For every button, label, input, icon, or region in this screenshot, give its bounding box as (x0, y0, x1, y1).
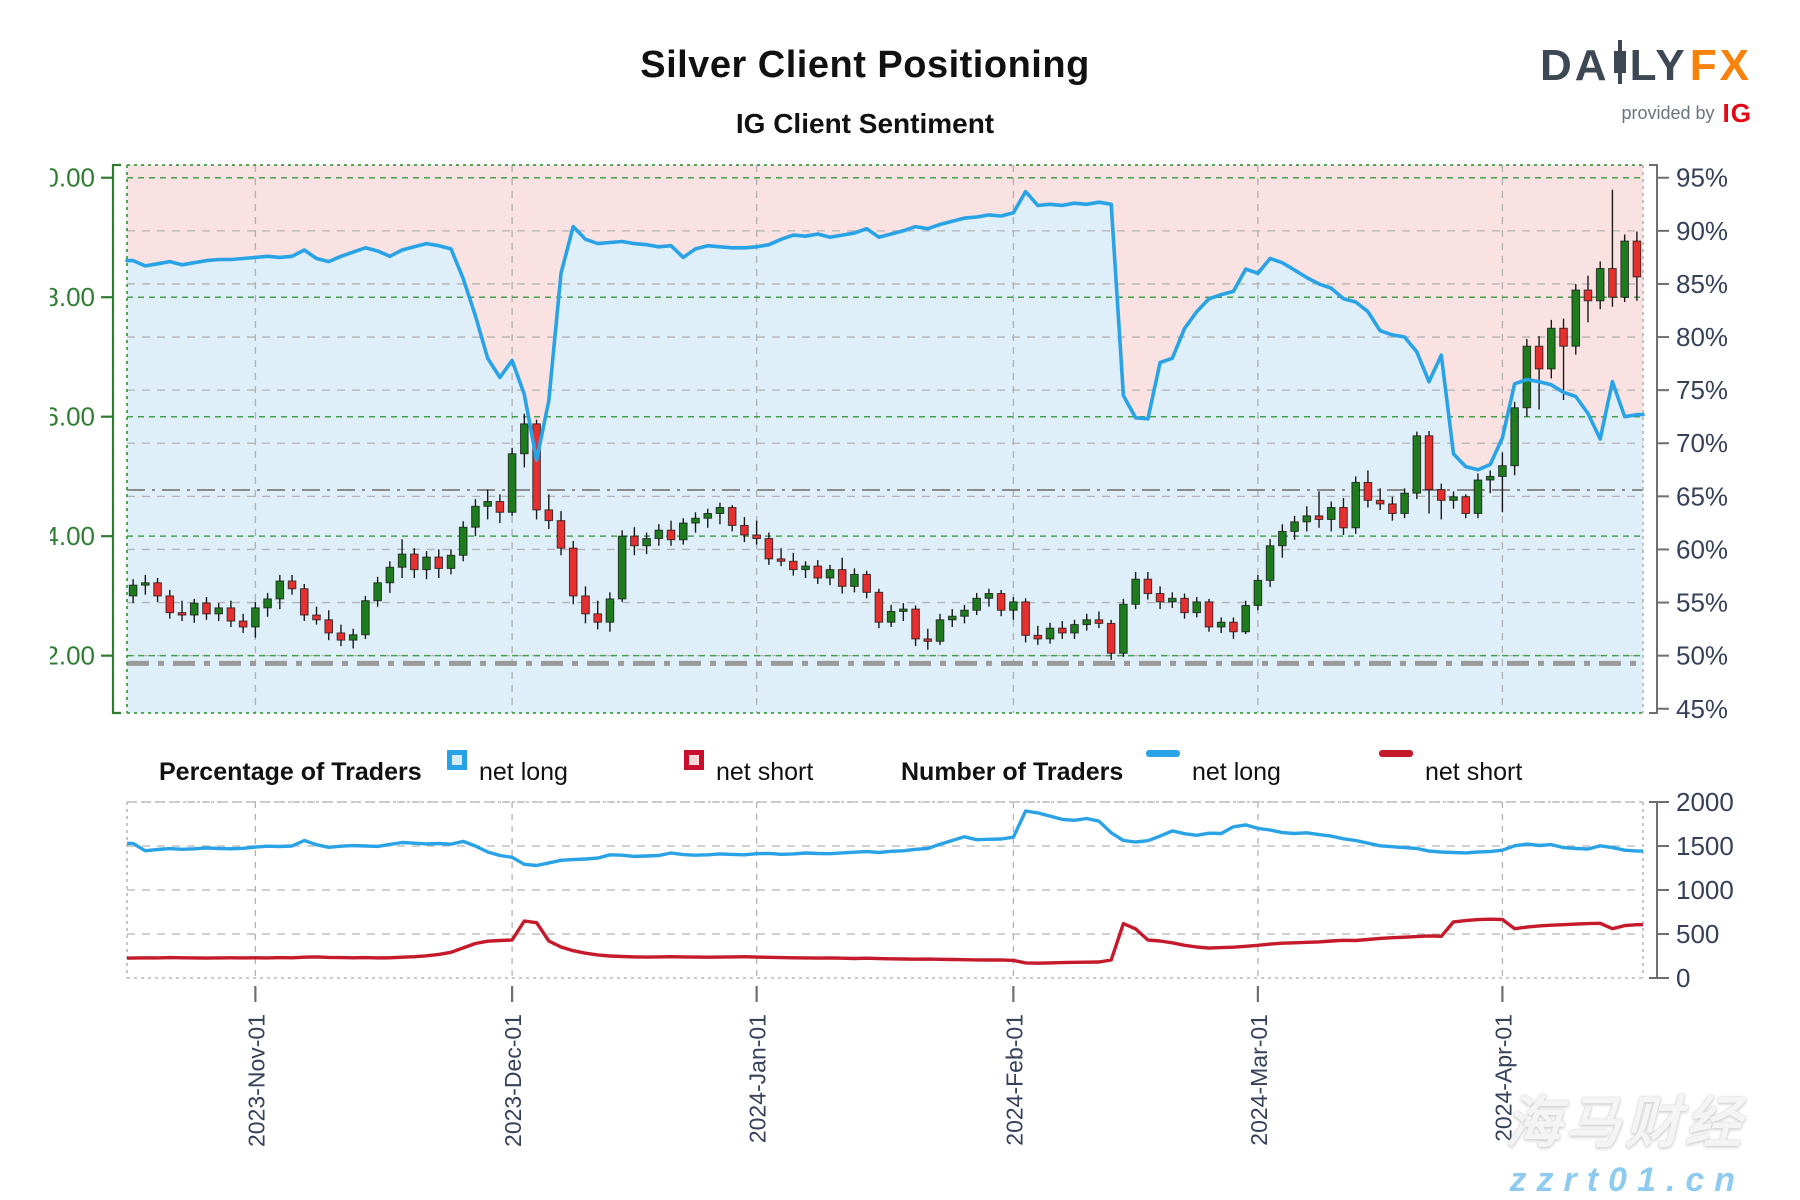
chart-subtitle: IG Client Sentiment (735, 108, 995, 139)
svg-text:26.00: 26.00 (50, 402, 95, 432)
svg-text:90%: 90% (1676, 216, 1728, 246)
svg-text:2024-Mar-01: 2024-Mar-01 (1246, 1014, 1272, 1146)
logo-text-da: DA (1540, 41, 1610, 90)
svg-text:1000: 1000 (1676, 875, 1734, 905)
logo-text-ly: LY (1629, 41, 1688, 90)
candlestick-icon (1613, 40, 1627, 92)
logo-text-fx: FX (1689, 41, 1752, 90)
svg-text:2024-Jan-01: 2024-Jan-01 (745, 1014, 771, 1143)
svg-text:2023-Nov-01: 2023-Nov-01 (243, 1014, 269, 1147)
svg-text:75%: 75% (1676, 375, 1728, 405)
net-long-area-swatch-icon (447, 750, 467, 770)
net-short-line-swatch-icon (1379, 750, 1413, 757)
traders-count-axis: 2000 1500 1000 500 0 (1649, 792, 1734, 993)
svg-text:30.00: 30.00 (50, 163, 95, 193)
svg-text:0: 0 (1676, 963, 1690, 993)
svg-text:2023-Dec-01: 2023-Dec-01 (500, 1014, 526, 1147)
legend-num-net-short-label: net short (1425, 758, 1523, 786)
svg-text:28.00: 28.00 (50, 282, 95, 312)
svg-text:65%: 65% (1676, 481, 1728, 511)
legend-number-of-traders: Number of Traders (901, 758, 1124, 786)
legend-num-net-long-label: net long (1192, 758, 1281, 786)
svg-text:70%: 70% (1676, 428, 1728, 458)
legend-pct-net-short-label: net short (716, 758, 814, 786)
net-long-area (127, 191, 1643, 714)
main-borders (126, 164, 1644, 714)
net-long-line-swatch-icon (1146, 750, 1180, 757)
svg-text:500: 500 (1676, 919, 1719, 949)
legend-percentage-of-traders: Percentage of Traders (159, 758, 422, 786)
traders-net-short-line (127, 917, 1643, 965)
traders-net-long-line (127, 809, 1643, 868)
sentiment-area-fills (127, 165, 1643, 714)
logo-provided-by: provided by (1621, 103, 1715, 123)
svg-text:1500: 1500 (1676, 831, 1734, 861)
svg-text:95%: 95% (1676, 163, 1728, 193)
dailyfx-wordmark: DA LY FX (1540, 40, 1752, 92)
date-axis: 2023-Nov-01 2023-Dec-01 2024-Jan-01 2024-Fe… (243, 986, 1516, 1147)
chart-legend: Percentage of Traders net long net short… (0, 750, 1800, 794)
ig-logo: IG (1722, 98, 1752, 128)
svg-text:45%: 45% (1676, 694, 1728, 724)
svg-text:60%: 60% (1676, 534, 1728, 564)
main-sentiment-price-chart: 30.00 28.00 26.00 24.00 22.00 95% 90% 85% 80% 75%… (50, 163, 1728, 724)
svg-text:50%: 50% (1676, 641, 1728, 671)
net-short-area-swatch-icon (684, 750, 704, 770)
candles-layer (128, 189, 1642, 660)
svg-text:24.00: 24.00 (50, 521, 95, 551)
svg-text:55%: 55% (1676, 588, 1728, 618)
svg-text:2000: 2000 (1676, 792, 1734, 817)
net-long-sentiment-line (125, 189, 1645, 472)
sentiment-axis: 95% 90% 85% 80% 75% 70% 65% 60% 55% 50% 45% (1649, 163, 1728, 724)
svg-text:85%: 85% (1676, 269, 1728, 299)
svg-text:2024-Apr-01: 2024-Apr-01 (1490, 1014, 1516, 1142)
svg-text:2024-Feb-01: 2024-Feb-01 (1001, 1014, 1027, 1146)
main-gridlines (127, 165, 1643, 713)
svg-text:80%: 80% (1676, 322, 1728, 352)
svg-text:22.00: 22.00 (50, 641, 95, 671)
traders-gridlines (126, 801, 1644, 979)
legend-pct-net-long-label: net long (479, 758, 568, 786)
net-short-area (127, 165, 1643, 470)
price-axis: 30.00 28.00 26.00 24.00 22.00 (50, 163, 121, 715)
page-title: Silver Client Positioning (640, 44, 1090, 86)
dailyfx-logo: DA LY FX provided by IG (1540, 40, 1752, 129)
